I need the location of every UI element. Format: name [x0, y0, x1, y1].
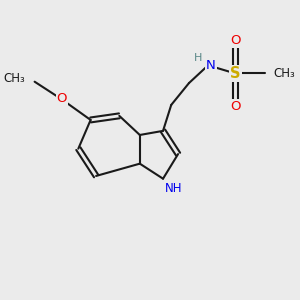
Text: O: O: [230, 34, 241, 47]
Text: CH₃: CH₃: [3, 73, 25, 85]
Text: O: O: [57, 92, 67, 105]
Text: N: N: [206, 59, 216, 72]
Text: H: H: [194, 53, 203, 64]
Text: CH₃: CH₃: [274, 67, 296, 80]
Text: NH: NH: [165, 182, 182, 195]
Text: O: O: [230, 100, 241, 113]
Text: S: S: [230, 66, 241, 81]
